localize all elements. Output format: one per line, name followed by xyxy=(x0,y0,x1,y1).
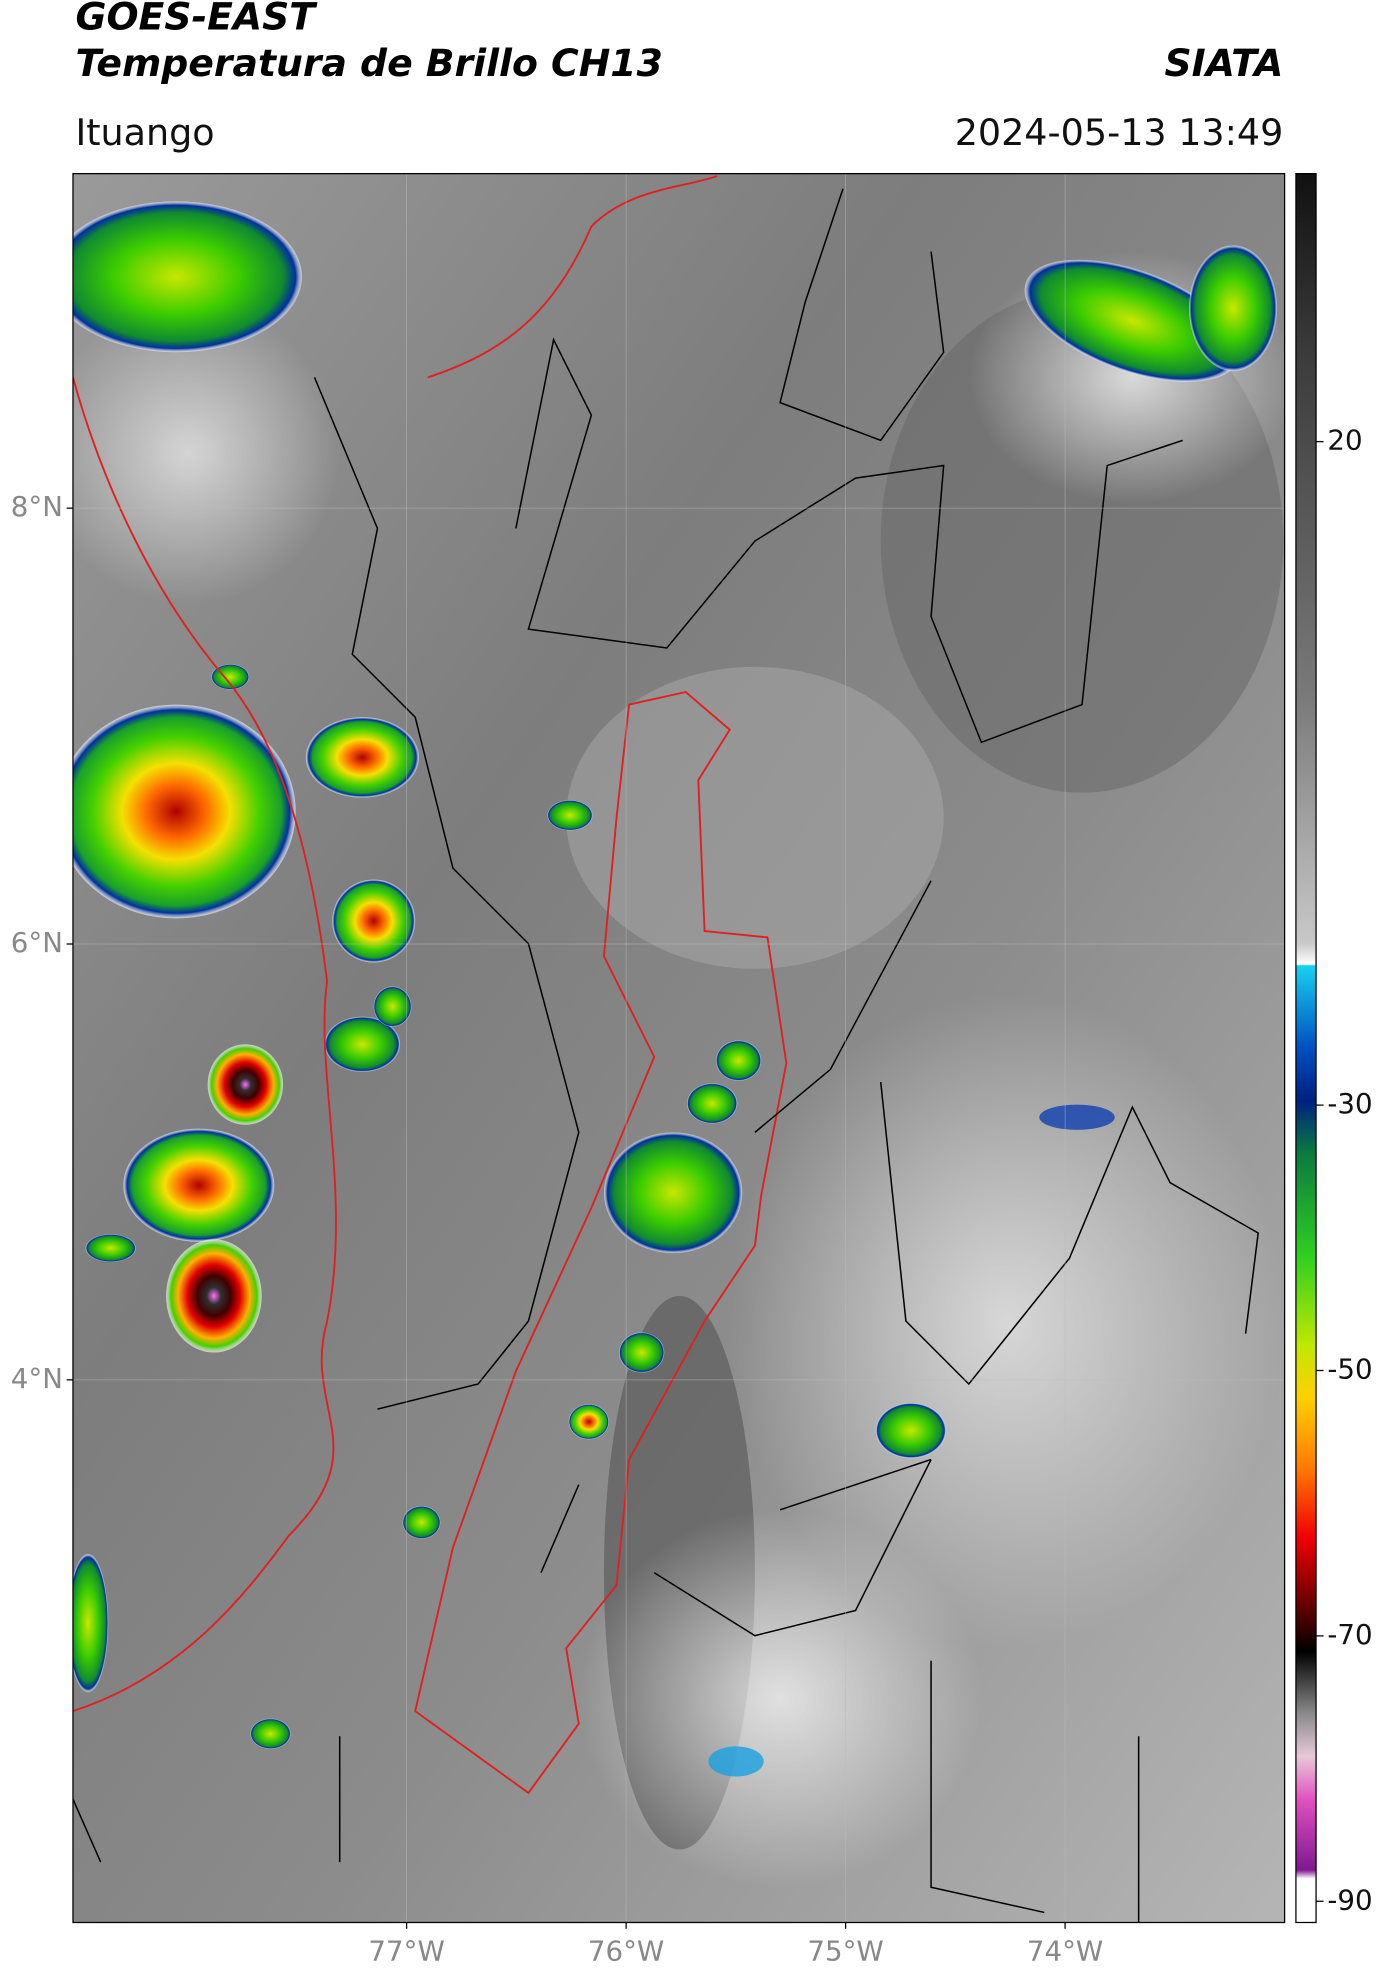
storm xyxy=(85,1234,136,1262)
storm xyxy=(875,1402,947,1459)
lon-tick-label: 77°W xyxy=(368,1935,444,1968)
grid xyxy=(72,173,1285,1923)
lat-tick-label: 6°N xyxy=(11,926,63,959)
lon-tick-label: 74°W xyxy=(1027,1935,1103,1968)
storm xyxy=(402,1506,441,1539)
map-imagery xyxy=(72,173,1285,1923)
admin-border xyxy=(72,188,1259,1923)
storm xyxy=(619,1332,665,1373)
datetime: 2024-05-13 13:49 xyxy=(955,111,1284,154)
storm xyxy=(207,1044,284,1125)
region-outline xyxy=(414,690,788,1795)
storm xyxy=(568,1404,609,1440)
lat-tick-label: 4°N xyxy=(11,1362,63,1395)
title: GOES-EAST xyxy=(75,0,318,38)
storm xyxy=(166,1239,262,1353)
cloud xyxy=(729,993,1284,1649)
storm xyxy=(332,879,416,963)
storm xyxy=(1024,259,1241,382)
storm xyxy=(686,1083,738,1124)
storm xyxy=(547,800,593,831)
storm xyxy=(250,1718,291,1749)
storm xyxy=(72,704,296,919)
coastline xyxy=(72,377,337,1713)
cloud xyxy=(72,302,340,604)
colorbar-tick-label: -50 xyxy=(1327,1353,1372,1386)
colorbar-tick-label: -30 xyxy=(1327,1087,1372,1120)
storm xyxy=(211,664,250,690)
lon-tick-label: 76°W xyxy=(588,1935,664,1968)
light-region xyxy=(566,666,944,969)
storm xyxy=(72,1553,109,1693)
colorbar xyxy=(1295,172,1317,1924)
storm xyxy=(324,1016,401,1072)
storm xyxy=(1039,1104,1115,1130)
subtitle: Temperatura de Brillo CH13 xyxy=(75,41,662,85)
storm xyxy=(603,1132,743,1254)
agency: SIATA xyxy=(1165,41,1284,85)
coastline xyxy=(427,175,718,379)
storm xyxy=(1188,245,1278,372)
storm xyxy=(123,1128,275,1242)
storm xyxy=(373,986,412,1027)
cloud xyxy=(578,1509,982,1888)
storm xyxy=(72,201,302,353)
lon-tick-label: 75°W xyxy=(807,1935,883,1968)
storm xyxy=(708,1746,764,1777)
map-frame xyxy=(72,172,1286,1924)
storm xyxy=(305,717,419,798)
lat-tick-label: 8°N xyxy=(11,490,63,523)
colorbar-tick-label: -70 xyxy=(1327,1618,1372,1651)
colorbar-tick-label: 20 xyxy=(1327,424,1362,457)
location: Ituango xyxy=(75,111,214,154)
colorbar-tick-label: -90 xyxy=(1327,1883,1372,1916)
storm xyxy=(715,1040,762,1081)
